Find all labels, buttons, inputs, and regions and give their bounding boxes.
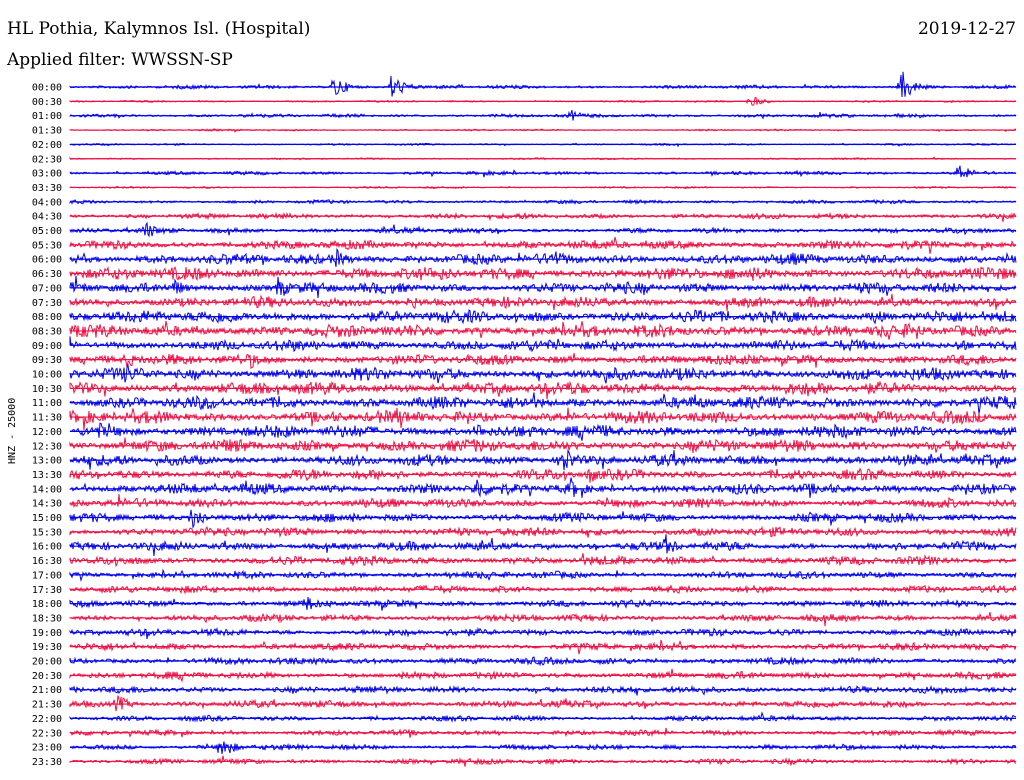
time-tick-label: 12:30 — [32, 441, 62, 452]
time-tick-label: 07:30 — [32, 298, 62, 309]
time-tick-label: 18:30 — [32, 613, 62, 624]
trace-line-2300 — [69, 741, 1017, 754]
time-tick-label: 02:30 — [32, 154, 62, 165]
trace-line-2000 — [69, 655, 1017, 667]
trace-line-0600 — [69, 247, 1017, 267]
time-tick-label: 15:00 — [32, 513, 62, 524]
y-axis-label: HNZ - 25000 — [7, 398, 18, 464]
time-tick-label: 21:00 — [32, 685, 62, 696]
time-tick-label: 01:00 — [32, 111, 62, 122]
time-tick-label: 03:00 — [32, 169, 62, 180]
trace-line-2130 — [69, 695, 1017, 712]
time-tick-label: 13:30 — [32, 470, 62, 481]
trace-line-2200 — [69, 711, 1017, 723]
time-tick-label: 04:30 — [32, 212, 62, 223]
trace-line-0500 — [69, 221, 1017, 238]
time-tick-label: 16:00 — [32, 542, 62, 553]
time-tick-label: 18:00 — [32, 599, 62, 610]
time-tick-label: 05:00 — [32, 226, 62, 237]
time-tick-label: 13:00 — [32, 456, 62, 467]
trace-line-0830 — [69, 320, 1017, 340]
time-tick-label: 23:00 — [32, 743, 62, 754]
time-tick-label: 23:30 — [32, 757, 62, 768]
time-tick-label: 07:00 — [32, 283, 62, 294]
time-tick-label: 17:00 — [32, 570, 62, 581]
time-tick-label: 10:00 — [32, 370, 62, 381]
time-tick-label: 00:00 — [32, 83, 62, 94]
time-tick-label: 00:30 — [32, 97, 62, 108]
trace-line-0930 — [69, 352, 1017, 370]
time-tick-label: 20:00 — [32, 657, 62, 668]
time-tick-label: 15:30 — [32, 527, 62, 538]
trace-line-0530 — [69, 236, 1017, 254]
trace-line-1130 — [69, 407, 1017, 431]
time-tick-label: 01:30 — [32, 126, 62, 137]
time-tick-label: 09:30 — [32, 355, 62, 366]
trace-line-1430 — [69, 494, 1017, 509]
time-tick-label: 19:30 — [32, 642, 62, 653]
time-tick-label: 02:00 — [32, 140, 62, 151]
trace-line-0630 — [69, 265, 1017, 282]
time-tick-label: 14:30 — [32, 499, 62, 510]
trace-line-1230 — [69, 437, 1017, 453]
time-tick-label: 09:00 — [32, 341, 62, 352]
record-date: 2019-12-27 — [917, 19, 1016, 39]
time-tick-label: 17:30 — [32, 585, 62, 596]
time-tick-label: 05:30 — [32, 240, 62, 251]
trace-line-1500 — [69, 509, 1017, 529]
trace-line-1030 — [69, 380, 1017, 400]
trace-line-1830 — [69, 611, 1017, 627]
trace-line-1630 — [69, 553, 1017, 568]
time-tick-label: 04:00 — [32, 197, 62, 208]
time-tick-label: 03:30 — [32, 183, 62, 194]
time-tick-label: 11:30 — [32, 413, 62, 424]
trace-line-1900 — [69, 626, 1017, 640]
time-tick-label: 21:30 — [32, 700, 62, 711]
time-tick-label: 11:00 — [32, 398, 62, 409]
time-tick-label: 06:00 — [32, 255, 62, 266]
time-tick-label: 22:30 — [32, 728, 62, 739]
time-tick-label: 08:00 — [32, 312, 62, 323]
time-tick-label: 20:30 — [32, 671, 62, 682]
time-tick-label: 14:00 — [32, 484, 62, 495]
trace-line-0000 — [69, 71, 1017, 98]
station-title: HL Pothia, Kalymnos Isl. (Hospital) — [7, 19, 311, 39]
trace-line-0300 — [69, 165, 1017, 178]
trace-line-2100 — [69, 684, 1017, 696]
time-tick-label: 10:30 — [32, 384, 62, 395]
trace-line-0900 — [69, 336, 1017, 353]
trace-line-0430 — [69, 211, 1017, 222]
trace-line-1330 — [69, 467, 1017, 483]
time-tick-label: 19:00 — [32, 628, 62, 639]
time-tick-label: 08:30 — [32, 326, 62, 337]
time-tick-label: 22:00 — [32, 714, 62, 725]
time-tick-labels: 00:00 00:30 01:00 01:30 02:00 02:30 03:00 03:30… — [32, 83, 62, 768]
time-tick-label: 12:00 — [32, 427, 62, 438]
trace-line-1600 — [69, 534, 1017, 557]
trace-line-0700 — [69, 275, 1017, 298]
trace-group — [69, 71, 1017, 767]
time-tick-label: 16:30 — [32, 556, 62, 567]
trace-line-1200 — [69, 422, 1017, 441]
filter-label: Applied filter: WWSSN-SP — [7, 50, 233, 70]
trace-line-1530 — [69, 525, 1017, 539]
time-tick-label: 06:30 — [32, 269, 62, 280]
